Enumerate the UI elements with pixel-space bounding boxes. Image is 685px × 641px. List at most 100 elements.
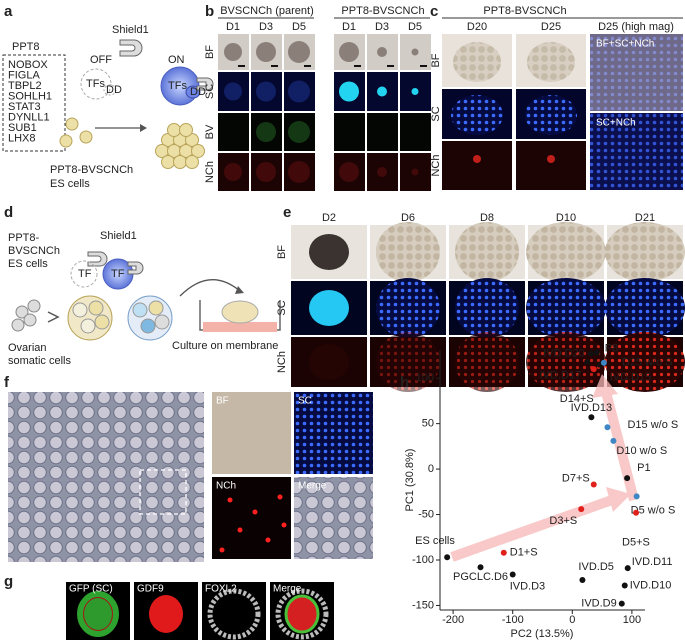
- tissue: [376, 222, 440, 282]
- point: [593, 349, 600, 356]
- micrograph: [442, 141, 512, 190]
- cell: [88, 300, 104, 316]
- cell-blob: [411, 168, 419, 176]
- y-axis-label: PC1 (30.8%): [404, 449, 416, 512]
- overlay-label: SC+NCh: [596, 118, 636, 129]
- tile-label: Merge: [273, 584, 302, 595]
- panel-letter: f: [4, 374, 10, 391]
- row-label: NCh: [276, 351, 288, 373]
- point: [610, 437, 617, 444]
- cell-blob: [256, 42, 276, 62]
- panel-letter: h: [400, 374, 409, 391]
- tissue: [309, 234, 349, 270]
- point-label: IVD.D17: [540, 370, 582, 382]
- cell: [80, 318, 96, 334]
- point: [590, 366, 597, 373]
- cell-blob: [525, 95, 577, 135]
- tf-off: [80, 68, 112, 100]
- cell-label: ES cells: [50, 178, 90, 190]
- column-label: D25: [541, 21, 561, 33]
- micrograph: [334, 113, 365, 151]
- oocyte: [284, 594, 320, 634]
- tissue: [605, 222, 685, 282]
- point-label: IVD.D13: [571, 402, 613, 414]
- point-label: D3+S: [549, 515, 577, 527]
- y-tick-label: 0: [428, 463, 434, 475]
- cell-blob: [256, 81, 276, 102]
- nucleus: [277, 494, 283, 500]
- row-label: BF: [204, 45, 216, 59]
- column-label: D3: [375, 21, 389, 33]
- point-label: IVD.D20: [543, 348, 585, 360]
- panel-e: D2 D6 D8 D10 D21 BF SC NCh: [276, 212, 685, 392]
- micrograph: [212, 392, 291, 474]
- row-label: SC: [204, 84, 216, 99]
- gene: NOBOX: [8, 59, 48, 71]
- point: [633, 509, 640, 516]
- tf-on-label: TFs: [168, 80, 187, 92]
- cell: [191, 144, 205, 158]
- culture-label: Culture on membrane: [172, 340, 278, 352]
- point-label: IVD.D10: [630, 579, 672, 591]
- nucleus: [265, 537, 271, 543]
- off-label: OFF: [90, 54, 112, 66]
- gene: SUB1: [8, 122, 37, 134]
- dd-label: DD: [190, 86, 206, 98]
- panel-letter: g: [4, 573, 13, 590]
- point: [444, 554, 451, 561]
- x-tick-label: 100: [623, 614, 641, 626]
- point-label: PGCLC.D6: [453, 571, 508, 583]
- column-label: D1: [342, 21, 356, 33]
- cell-blob: [339, 42, 359, 62]
- tile-label: GFP (SC): [69, 584, 113, 595]
- tile-label: BF: [216, 396, 229, 407]
- point-label: D25 w/o S: [622, 357, 673, 369]
- point-label: IVD.D3: [510, 580, 545, 592]
- point: [604, 424, 611, 431]
- ovary-image: [8, 392, 204, 562]
- nucleus: [252, 509, 258, 515]
- micrograph: [294, 477, 373, 559]
- cell-blob: [411, 88, 419, 95]
- ligand: Shield1: [112, 24, 149, 36]
- point: [500, 549, 507, 556]
- row-label: SC: [276, 300, 288, 315]
- row-label: NCh: [430, 154, 442, 176]
- y-tick-label: -50: [418, 508, 434, 520]
- micrograph-texture: [590, 113, 683, 190]
- cell-blob: [547, 155, 555, 163]
- cell-blob: [288, 161, 310, 183]
- micrograph: [218, 113, 249, 151]
- tissue: [455, 278, 519, 338]
- x-tick-label: -200: [442, 614, 464, 626]
- es-label: ES cells: [8, 258, 48, 270]
- point-label: IVD.D11: [632, 556, 673, 568]
- point: [618, 600, 625, 607]
- cell-label: PPT8-BVSCNCh: [50, 164, 133, 176]
- cell: [132, 302, 148, 318]
- point: [584, 358, 591, 365]
- cell-blob: [527, 42, 575, 82]
- cell-blob: [377, 167, 387, 177]
- x-tick-label: 0: [569, 614, 575, 626]
- panel-title: PPT8-BVSCNCh: [483, 5, 566, 17]
- micrograph-texture: [590, 34, 683, 111]
- nucleus: [237, 527, 243, 533]
- point-label: D5 w/o S: [631, 504, 676, 516]
- tissue: [455, 332, 519, 392]
- trajectory-arrows: [450, 374, 639, 562]
- cell-blob: [377, 86, 387, 97]
- tissue: [605, 278, 685, 338]
- panel-letter: a: [4, 3, 13, 20]
- dd-label: DD: [106, 84, 122, 96]
- ligand: Shield1: [100, 230, 137, 242]
- tile-label: SC: [298, 396, 312, 407]
- column-label: D5: [408, 21, 422, 33]
- point-label: D15 w/o S: [627, 419, 678, 431]
- panel-a: a PPT8 NOBOXFIGLATBPL2SOHLH1STAT3DYNLL1S…: [2, 3, 214, 190]
- micrograph: [400, 113, 431, 151]
- cell-blob: [256, 162, 276, 182]
- es-label: PPT8-: [8, 232, 40, 244]
- panel-f: BF SC NCh Merge: [212, 392, 373, 559]
- cell-blob: [377, 47, 387, 57]
